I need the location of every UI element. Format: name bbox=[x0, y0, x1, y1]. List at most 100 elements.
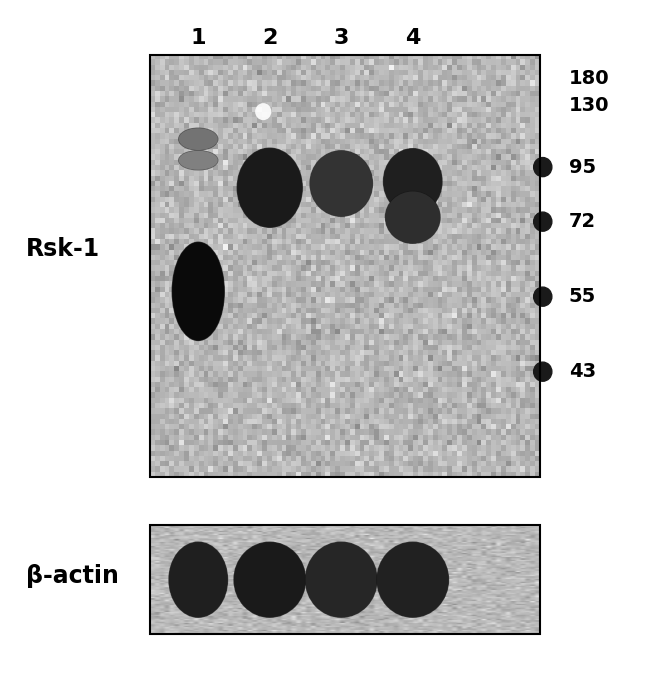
Ellipse shape bbox=[401, 206, 424, 228]
Ellipse shape bbox=[403, 569, 422, 589]
Ellipse shape bbox=[248, 161, 292, 214]
Ellipse shape bbox=[174, 246, 222, 336]
Ellipse shape bbox=[390, 196, 436, 239]
Ellipse shape bbox=[389, 554, 437, 605]
Ellipse shape bbox=[245, 158, 294, 218]
Ellipse shape bbox=[240, 151, 300, 224]
Ellipse shape bbox=[323, 164, 359, 203]
Ellipse shape bbox=[183, 153, 213, 168]
Ellipse shape bbox=[180, 129, 216, 149]
Ellipse shape bbox=[335, 177, 347, 190]
Ellipse shape bbox=[187, 155, 210, 166]
Text: 130: 130 bbox=[569, 96, 609, 115]
Ellipse shape bbox=[385, 192, 440, 243]
Ellipse shape bbox=[243, 551, 296, 608]
Ellipse shape bbox=[398, 165, 428, 198]
Ellipse shape bbox=[237, 148, 302, 227]
Ellipse shape bbox=[179, 151, 218, 170]
Ellipse shape bbox=[185, 267, 211, 316]
Ellipse shape bbox=[179, 128, 218, 150]
Ellipse shape bbox=[189, 274, 207, 308]
Ellipse shape bbox=[183, 561, 213, 599]
Ellipse shape bbox=[192, 135, 205, 143]
Ellipse shape bbox=[263, 573, 276, 587]
Ellipse shape bbox=[266, 183, 273, 192]
Ellipse shape bbox=[192, 157, 205, 164]
Ellipse shape bbox=[406, 573, 419, 587]
Ellipse shape bbox=[398, 563, 428, 596]
Ellipse shape bbox=[183, 131, 213, 147]
Ellipse shape bbox=[179, 554, 218, 605]
Ellipse shape bbox=[377, 542, 448, 617]
Ellipse shape bbox=[169, 542, 227, 617]
Ellipse shape bbox=[400, 567, 425, 593]
Ellipse shape bbox=[408, 213, 418, 222]
Ellipse shape bbox=[332, 569, 351, 589]
Ellipse shape bbox=[385, 551, 439, 608]
Ellipse shape bbox=[402, 170, 423, 193]
Ellipse shape bbox=[190, 156, 207, 164]
Ellipse shape bbox=[392, 198, 434, 237]
Ellipse shape bbox=[181, 258, 216, 325]
Ellipse shape bbox=[388, 154, 437, 209]
Ellipse shape bbox=[399, 204, 426, 231]
Ellipse shape bbox=[259, 174, 281, 201]
Text: β-actin: β-actin bbox=[26, 564, 119, 589]
Ellipse shape bbox=[323, 561, 359, 599]
Ellipse shape bbox=[246, 554, 294, 605]
Ellipse shape bbox=[193, 136, 203, 142]
Ellipse shape bbox=[383, 548, 443, 611]
Ellipse shape bbox=[335, 573, 348, 587]
Ellipse shape bbox=[174, 548, 223, 611]
Circle shape bbox=[534, 287, 552, 306]
Ellipse shape bbox=[255, 563, 285, 596]
Ellipse shape bbox=[185, 132, 211, 147]
Ellipse shape bbox=[386, 151, 439, 211]
Ellipse shape bbox=[177, 250, 220, 332]
Text: Rsk-1: Rsk-1 bbox=[26, 237, 100, 261]
Ellipse shape bbox=[172, 242, 224, 340]
Ellipse shape bbox=[309, 546, 374, 614]
Circle shape bbox=[534, 212, 552, 231]
Ellipse shape bbox=[193, 158, 203, 163]
Ellipse shape bbox=[179, 128, 218, 150]
Ellipse shape bbox=[410, 215, 415, 220]
Ellipse shape bbox=[234, 542, 306, 617]
Ellipse shape bbox=[187, 270, 209, 312]
Ellipse shape bbox=[248, 558, 291, 602]
Ellipse shape bbox=[194, 282, 203, 300]
Ellipse shape bbox=[380, 546, 446, 614]
Text: 4: 4 bbox=[405, 27, 421, 48]
Ellipse shape bbox=[237, 148, 302, 227]
Ellipse shape bbox=[172, 546, 225, 614]
Ellipse shape bbox=[315, 551, 368, 608]
Ellipse shape bbox=[195, 576, 202, 583]
Ellipse shape bbox=[408, 175, 418, 188]
Ellipse shape bbox=[191, 278, 205, 304]
Ellipse shape bbox=[393, 160, 432, 203]
Ellipse shape bbox=[395, 561, 431, 599]
Ellipse shape bbox=[180, 151, 216, 169]
Ellipse shape bbox=[318, 159, 365, 208]
Ellipse shape bbox=[260, 569, 280, 589]
Ellipse shape bbox=[187, 133, 210, 145]
Ellipse shape bbox=[179, 151, 218, 170]
Ellipse shape bbox=[196, 160, 200, 161]
Ellipse shape bbox=[190, 134, 207, 144]
Ellipse shape bbox=[255, 103, 272, 120]
Ellipse shape bbox=[306, 542, 377, 617]
Ellipse shape bbox=[326, 167, 357, 201]
Ellipse shape bbox=[338, 576, 344, 583]
Ellipse shape bbox=[169, 542, 227, 617]
Ellipse shape bbox=[320, 162, 362, 205]
Text: 43: 43 bbox=[569, 362, 596, 381]
Ellipse shape bbox=[338, 180, 344, 187]
Ellipse shape bbox=[188, 567, 209, 593]
Text: 1: 1 bbox=[190, 27, 206, 48]
Ellipse shape bbox=[250, 164, 289, 211]
Ellipse shape bbox=[330, 173, 352, 195]
Ellipse shape bbox=[410, 576, 416, 583]
Ellipse shape bbox=[384, 149, 442, 214]
Ellipse shape bbox=[257, 567, 282, 593]
Ellipse shape bbox=[385, 192, 440, 243]
